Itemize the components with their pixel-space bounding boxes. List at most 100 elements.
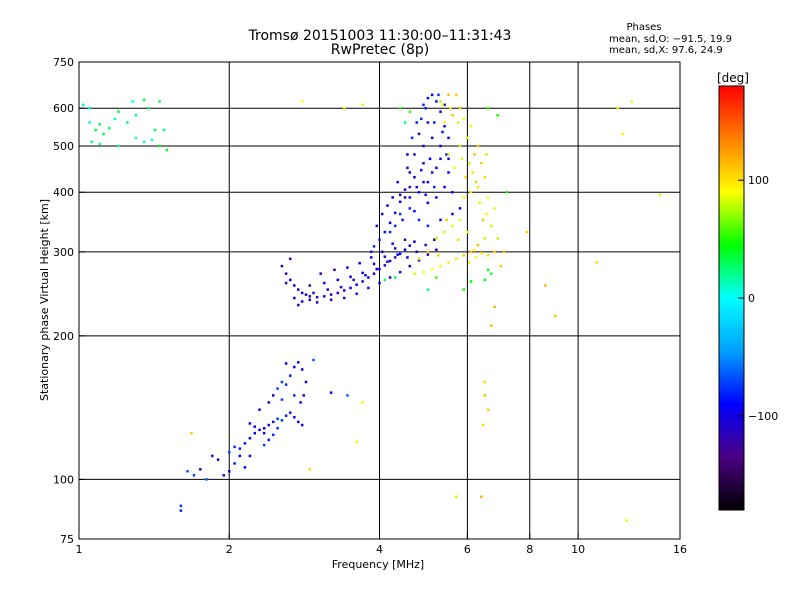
data-point bbox=[349, 286, 352, 290]
data-point bbox=[289, 257, 292, 261]
grid-lines bbox=[79, 62, 680, 539]
data-point bbox=[447, 261, 450, 264]
data-point bbox=[199, 468, 202, 471]
data-point bbox=[460, 157, 464, 161]
data-point bbox=[426, 201, 430, 205]
data-point bbox=[179, 509, 183, 512]
data-point bbox=[485, 212, 488, 216]
data-point bbox=[153, 128, 157, 132]
chart-title: Tromsø 20151003 11:30:00–11:31:43 bbox=[248, 28, 512, 44]
y-axis-ticks: 75 100 200 300 400 500 600 750 bbox=[53, 56, 85, 546]
data-point bbox=[408, 196, 412, 199]
data-point bbox=[386, 204, 389, 207]
data-point bbox=[343, 289, 346, 292]
data-point bbox=[329, 298, 333, 302]
data-point bbox=[90, 140, 93, 144]
data-point bbox=[248, 436, 252, 440]
data-point bbox=[413, 209, 416, 213]
data-point bbox=[469, 125, 473, 128]
data-point bbox=[426, 180, 430, 184]
data-point bbox=[417, 190, 421, 194]
data-point bbox=[308, 284, 312, 287]
data-point bbox=[375, 267, 379, 271]
data-point bbox=[308, 295, 312, 298]
data-point bbox=[271, 394, 275, 397]
data-point bbox=[375, 224, 379, 228]
data-point bbox=[435, 166, 438, 170]
data-point bbox=[205, 478, 208, 481]
data-point bbox=[490, 224, 493, 228]
x-tick-label: 16 bbox=[673, 543, 687, 556]
data-point bbox=[455, 93, 458, 97]
data-point bbox=[388, 221, 392, 225]
data-point bbox=[435, 196, 438, 199]
data-point bbox=[393, 224, 397, 228]
data-point bbox=[355, 283, 358, 286]
data-point bbox=[102, 132, 105, 136]
data-point bbox=[408, 171, 412, 174]
data-point bbox=[117, 110, 120, 113]
data-point bbox=[280, 398, 284, 401]
data-point bbox=[424, 243, 427, 247]
data-point bbox=[616, 106, 619, 110]
data-point bbox=[428, 157, 432, 161]
data-point bbox=[458, 144, 462, 148]
data-point bbox=[480, 495, 483, 498]
data-point bbox=[455, 257, 458, 261]
data-point bbox=[403, 248, 407, 252]
data-point bbox=[406, 153, 409, 156]
data-point bbox=[280, 419, 284, 422]
data-point bbox=[471, 171, 474, 174]
data-point bbox=[248, 454, 252, 458]
data-point bbox=[158, 100, 161, 103]
data-point bbox=[406, 166, 409, 170]
data-point bbox=[82, 103, 85, 107]
data-point bbox=[403, 121, 407, 124]
data-point bbox=[505, 190, 509, 194]
data-point bbox=[271, 433, 275, 437]
y-tick-label: 75 bbox=[60, 533, 74, 546]
data-point bbox=[408, 264, 412, 268]
data-point bbox=[233, 445, 236, 449]
data-point bbox=[361, 271, 364, 275]
data-point bbox=[297, 288, 300, 291]
data-point bbox=[486, 254, 490, 257]
data-point bbox=[483, 278, 486, 282]
data-point bbox=[435, 237, 438, 240]
phase-stats-legend: Phases mean, sd,O: −91.5, 19.9 mean, sd,… bbox=[609, 22, 732, 56]
data-point bbox=[94, 128, 97, 132]
data-point bbox=[312, 291, 315, 295]
x-tick-label: 6 bbox=[464, 543, 471, 556]
data-point bbox=[451, 113, 454, 117]
data-point bbox=[469, 190, 473, 194]
data-point bbox=[456, 121, 460, 124]
data-point bbox=[162, 128, 166, 132]
data-point bbox=[496, 237, 499, 240]
data-point bbox=[300, 300, 304, 303]
data-point bbox=[98, 142, 101, 146]
data-point bbox=[433, 121, 436, 124]
data-point bbox=[393, 276, 397, 279]
data-point bbox=[315, 295, 319, 299]
data-point bbox=[280, 380, 284, 384]
data-point bbox=[378, 267, 381, 271]
data-point bbox=[367, 286, 370, 290]
data-point bbox=[378, 238, 381, 241]
data-point bbox=[228, 470, 231, 473]
data-point bbox=[439, 100, 442, 103]
data-point bbox=[625, 519, 628, 522]
data-point bbox=[426, 224, 430, 228]
data-point bbox=[372, 272, 376, 275]
data-point bbox=[424, 193, 427, 197]
phase-stats-x-mode: mean, sd,X: 97.6, 24.9 bbox=[609, 45, 723, 56]
data-point bbox=[413, 153, 416, 156]
data-point bbox=[267, 401, 271, 404]
data-point bbox=[322, 295, 326, 298]
data-point bbox=[398, 252, 402, 256]
data-point bbox=[329, 391, 333, 394]
data-point bbox=[451, 190, 454, 194]
data-point bbox=[98, 123, 101, 126]
data-point bbox=[469, 280, 473, 283]
data-point bbox=[343, 106, 346, 110]
data-point bbox=[398, 106, 402, 110]
